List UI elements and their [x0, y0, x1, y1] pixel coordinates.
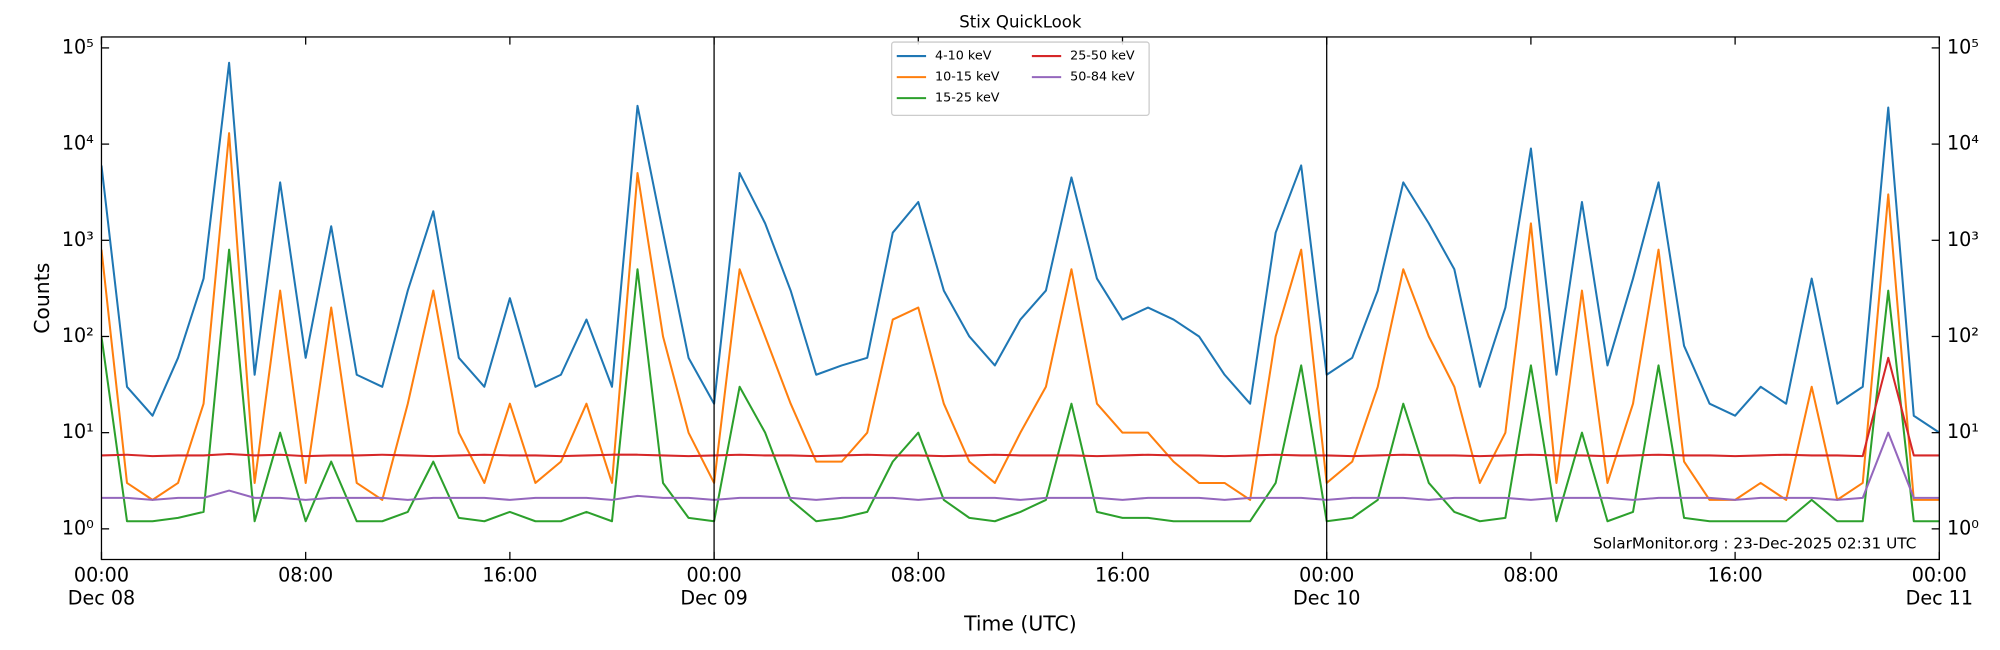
- annotation: SolarMonitor.org : 23-Dec-2025 02:31 UTC: [1593, 535, 1916, 553]
- x-tick-label: Dec 11: [1906, 587, 1973, 610]
- series-line: [101, 132, 1940, 501]
- series-line: [101, 248, 1940, 523]
- y-tick-label-right: 10³: [1947, 228, 1979, 251]
- legend-label: 4-10 keV: [935, 49, 992, 64]
- y-tick-label: 10⁰: [62, 516, 94, 539]
- x-tick-label: Dec 08: [68, 587, 135, 610]
- plot-frame: [100, 36, 1940, 561]
- x-tick-label: 08:00: [1503, 564, 1558, 587]
- y-tick-label-right: 10²: [1947, 324, 1979, 347]
- y-tick-label: 10¹: [62, 420, 94, 443]
- x-tick-label: 16:00: [1708, 564, 1763, 587]
- y-tick-label-right: 10¹: [1947, 420, 1979, 443]
- x-tick-label: 16:00: [1095, 564, 1150, 587]
- legend-label: 10-15 keV: [935, 70, 1000, 85]
- x-tick-label: 00:00: [1912, 564, 1967, 587]
- legend-label: 15-25 keV: [935, 91, 1000, 106]
- y-tick-label: 10³: [62, 228, 94, 251]
- y-tick-label-right: 10⁴: [1947, 132, 1979, 155]
- plot-lines: [101, 61, 1940, 523]
- x-axis-label: Time (UTC): [963, 612, 1077, 636]
- legend-label: 50-84 keV: [1070, 70, 1135, 85]
- y-tick-label-right: 10⁰: [1947, 516, 1979, 539]
- legend-box: [891, 41, 1150, 116]
- x-tick-label: 16:00: [482, 564, 537, 587]
- chart-title: Stix QuickLook: [959, 12, 1082, 31]
- y-tick-label: 10⁴: [62, 132, 94, 155]
- x-tick-label: 00:00: [1299, 564, 1354, 587]
- x-tick-label: 00:00: [74, 564, 129, 587]
- y-tick-label-right: 10⁵: [1947, 35, 1979, 58]
- series-line: [101, 61, 1940, 434]
- y-axis-label: Counts: [30, 263, 54, 334]
- series-line: [101, 431, 1940, 501]
- x-tick-label: Dec 09: [680, 587, 747, 610]
- legend-label: 25-50 keV: [1070, 49, 1135, 64]
- y-tick-label: 10²: [62, 324, 94, 347]
- y-tick-label: 10⁵: [62, 35, 94, 58]
- x-tick-label: 00:00: [687, 564, 742, 587]
- series-line: [101, 356, 1940, 458]
- x-tick-label: 08:00: [891, 564, 946, 587]
- x-tick-label: Dec 10: [1293, 587, 1360, 610]
- x-tick-label: 08:00: [278, 564, 333, 587]
